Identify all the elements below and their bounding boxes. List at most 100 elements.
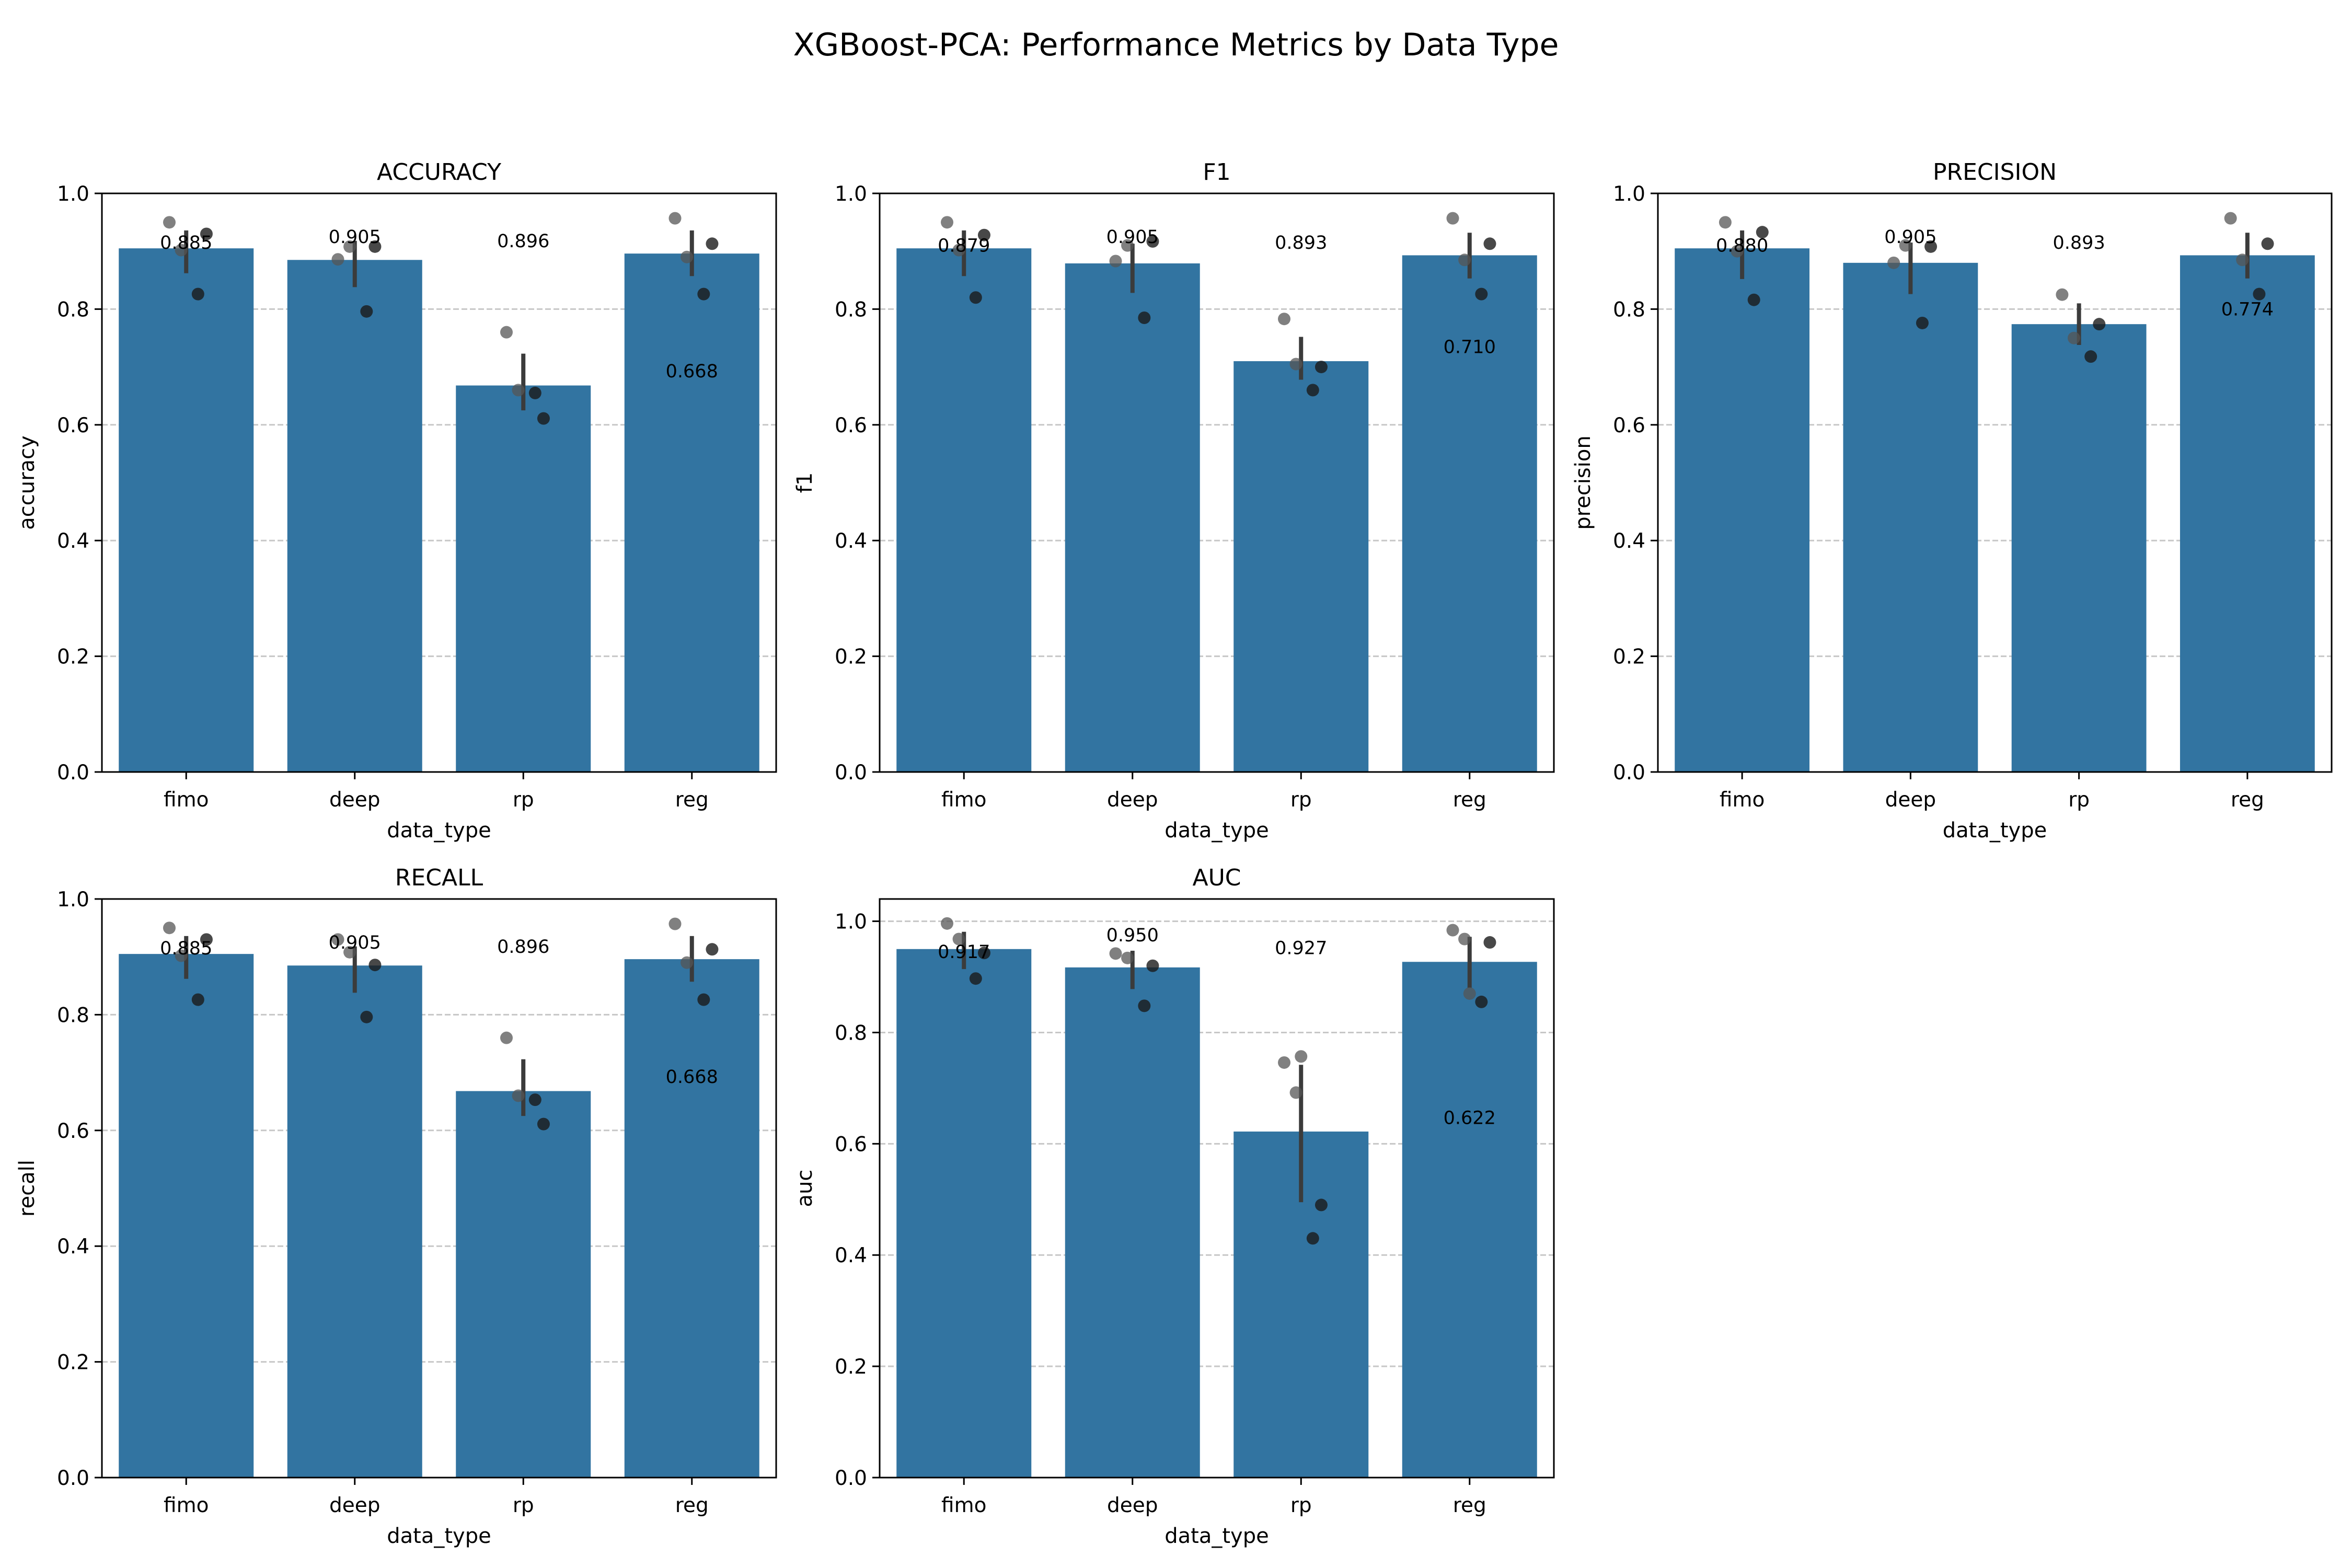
x-axis-label: data_type bbox=[1165, 1524, 1269, 1548]
y-axis-label: f1 bbox=[793, 472, 817, 493]
y-tick-label: 0.4 bbox=[835, 1244, 867, 1267]
subplot-auc: 0.0 0.2 0.4 0.6 0.8 1.0 0.917 0.950 0.927 0.622 fi… bbox=[793, 864, 1555, 1548]
y-tick-label: 0.0 bbox=[57, 1467, 89, 1490]
y-tick-label: 0.0 bbox=[1613, 761, 1645, 785]
y-tick-label: 0.2 bbox=[57, 645, 89, 669]
data-point bbox=[175, 949, 188, 962]
data-point bbox=[200, 227, 213, 240]
value-label: 0.668 bbox=[666, 361, 718, 382]
bar-deep bbox=[287, 260, 422, 772]
value-label: 0.905 bbox=[329, 932, 381, 953]
data-point bbox=[360, 1010, 373, 1023]
x-tick-label: fimo bbox=[164, 788, 209, 812]
data-point bbox=[500, 326, 513, 339]
data-point bbox=[1278, 1056, 1290, 1069]
data-point bbox=[1295, 1050, 1308, 1063]
bar-fimo bbox=[119, 248, 254, 772]
data-point bbox=[1146, 235, 1159, 248]
data-point bbox=[1278, 313, 1290, 326]
data-point bbox=[706, 237, 719, 250]
bar-fimo bbox=[119, 954, 254, 1478]
data-point bbox=[941, 917, 953, 930]
value-label: 0.668 bbox=[666, 1067, 718, 1088]
x-tick-label: rp bbox=[513, 1494, 534, 1517]
data-point bbox=[1458, 932, 1471, 946]
data-point bbox=[512, 1089, 525, 1102]
bar-deep bbox=[1843, 262, 1978, 773]
data-point bbox=[528, 386, 541, 399]
value-label: 0.896 bbox=[497, 231, 549, 252]
y-tick-label: 0.2 bbox=[835, 645, 867, 669]
x-tick-label: reg bbox=[2231, 788, 2264, 812]
bar-reg bbox=[1402, 255, 1537, 773]
data-point bbox=[528, 1093, 541, 1106]
subplot-accuracy: 0.0 0.2 0.4 0.6 0.8 1.0 0.885 0.905 0.896 0.668 fi… bbox=[15, 159, 777, 843]
subplot-title: F1 bbox=[1203, 159, 1230, 186]
value-label: 0.905 bbox=[1106, 227, 1159, 248]
x-tick-label: deep bbox=[1107, 788, 1158, 812]
y-axis-label: auc bbox=[793, 1170, 817, 1207]
data-point bbox=[1756, 226, 1769, 239]
axes-frame bbox=[1657, 192, 2333, 773]
data-point bbox=[681, 250, 694, 263]
subplot-title: AUC bbox=[1192, 864, 1241, 891]
bar-reg bbox=[624, 959, 759, 1478]
data-point bbox=[331, 933, 344, 946]
data-point bbox=[952, 244, 965, 257]
axes-frame bbox=[101, 898, 777, 1479]
data-point bbox=[163, 216, 176, 229]
data-point bbox=[2093, 318, 2106, 331]
y-tick-label: 1.0 bbox=[57, 888, 89, 912]
x-tick-label: fimo bbox=[1720, 788, 1765, 812]
y-tick-label: 0.4 bbox=[1613, 529, 1645, 553]
x-tick-label: deep bbox=[1107, 1494, 1158, 1517]
bar-rp bbox=[456, 1091, 591, 1478]
bar-deep bbox=[1065, 967, 1200, 1478]
value-label: 0.880 bbox=[1716, 236, 1768, 257]
value-label: 0.893 bbox=[2053, 233, 2105, 253]
value-label: 0.917 bbox=[938, 942, 990, 963]
data-point bbox=[2084, 350, 2097, 363]
value-label: 0.879 bbox=[938, 236, 990, 257]
data-point bbox=[191, 287, 204, 301]
axes-frame bbox=[101, 192, 777, 773]
y-tick-label: 1.0 bbox=[1613, 182, 1645, 206]
data-point bbox=[941, 216, 953, 229]
subplot-title: PRECISION bbox=[1933, 159, 2057, 186]
data-point bbox=[1475, 995, 1488, 1008]
data-point bbox=[2056, 288, 2069, 301]
bar-reg bbox=[2180, 255, 2315, 773]
subplot-f1: 0.0 0.2 0.4 0.6 0.8 1.0 0.879 0.905 0.893 0.710 fi… bbox=[793, 159, 1555, 843]
bar-deep bbox=[287, 965, 422, 1478]
axes-frame bbox=[879, 192, 1555, 773]
data-point bbox=[368, 959, 382, 972]
y-tick-label: 0.6 bbox=[57, 414, 89, 437]
data-point bbox=[1138, 999, 1151, 1012]
data-point bbox=[668, 212, 682, 225]
data-point bbox=[1899, 239, 1912, 252]
data-point bbox=[1747, 293, 1760, 306]
data-point bbox=[360, 305, 373, 318]
value-label: 0.927 bbox=[1275, 938, 1327, 959]
x-tick-label: deep bbox=[329, 1494, 381, 1517]
x-tick-label: deep bbox=[1885, 788, 1936, 812]
value-label: 0.774 bbox=[2221, 299, 2274, 320]
y-tick-label: 1.0 bbox=[57, 182, 89, 206]
y-tick-label: 0.8 bbox=[1613, 298, 1645, 321]
bar-fimo bbox=[1675, 248, 1810, 772]
y-tick-label: 0.2 bbox=[835, 1355, 867, 1379]
y-tick-label: 0.0 bbox=[835, 1467, 867, 1490]
y-axis-label: precision bbox=[1571, 435, 1595, 529]
y-tick-label: 0.2 bbox=[57, 1351, 89, 1375]
data-point bbox=[1719, 216, 1732, 229]
data-point bbox=[1315, 1198, 1328, 1212]
data-point bbox=[537, 412, 550, 425]
data-point bbox=[1458, 253, 1471, 267]
value-label: 0.896 bbox=[497, 937, 549, 958]
data-point bbox=[1121, 239, 1134, 252]
bar-fimo bbox=[896, 248, 1032, 772]
data-point bbox=[681, 956, 694, 969]
y-tick-label: 0.8 bbox=[57, 298, 89, 321]
subplot-precision: 0.0 0.2 0.4 0.6 0.8 1.0 0.880 0.905 0.893 0.774 fi… bbox=[1571, 159, 2333, 843]
x-tick-label: reg bbox=[1453, 788, 1486, 812]
